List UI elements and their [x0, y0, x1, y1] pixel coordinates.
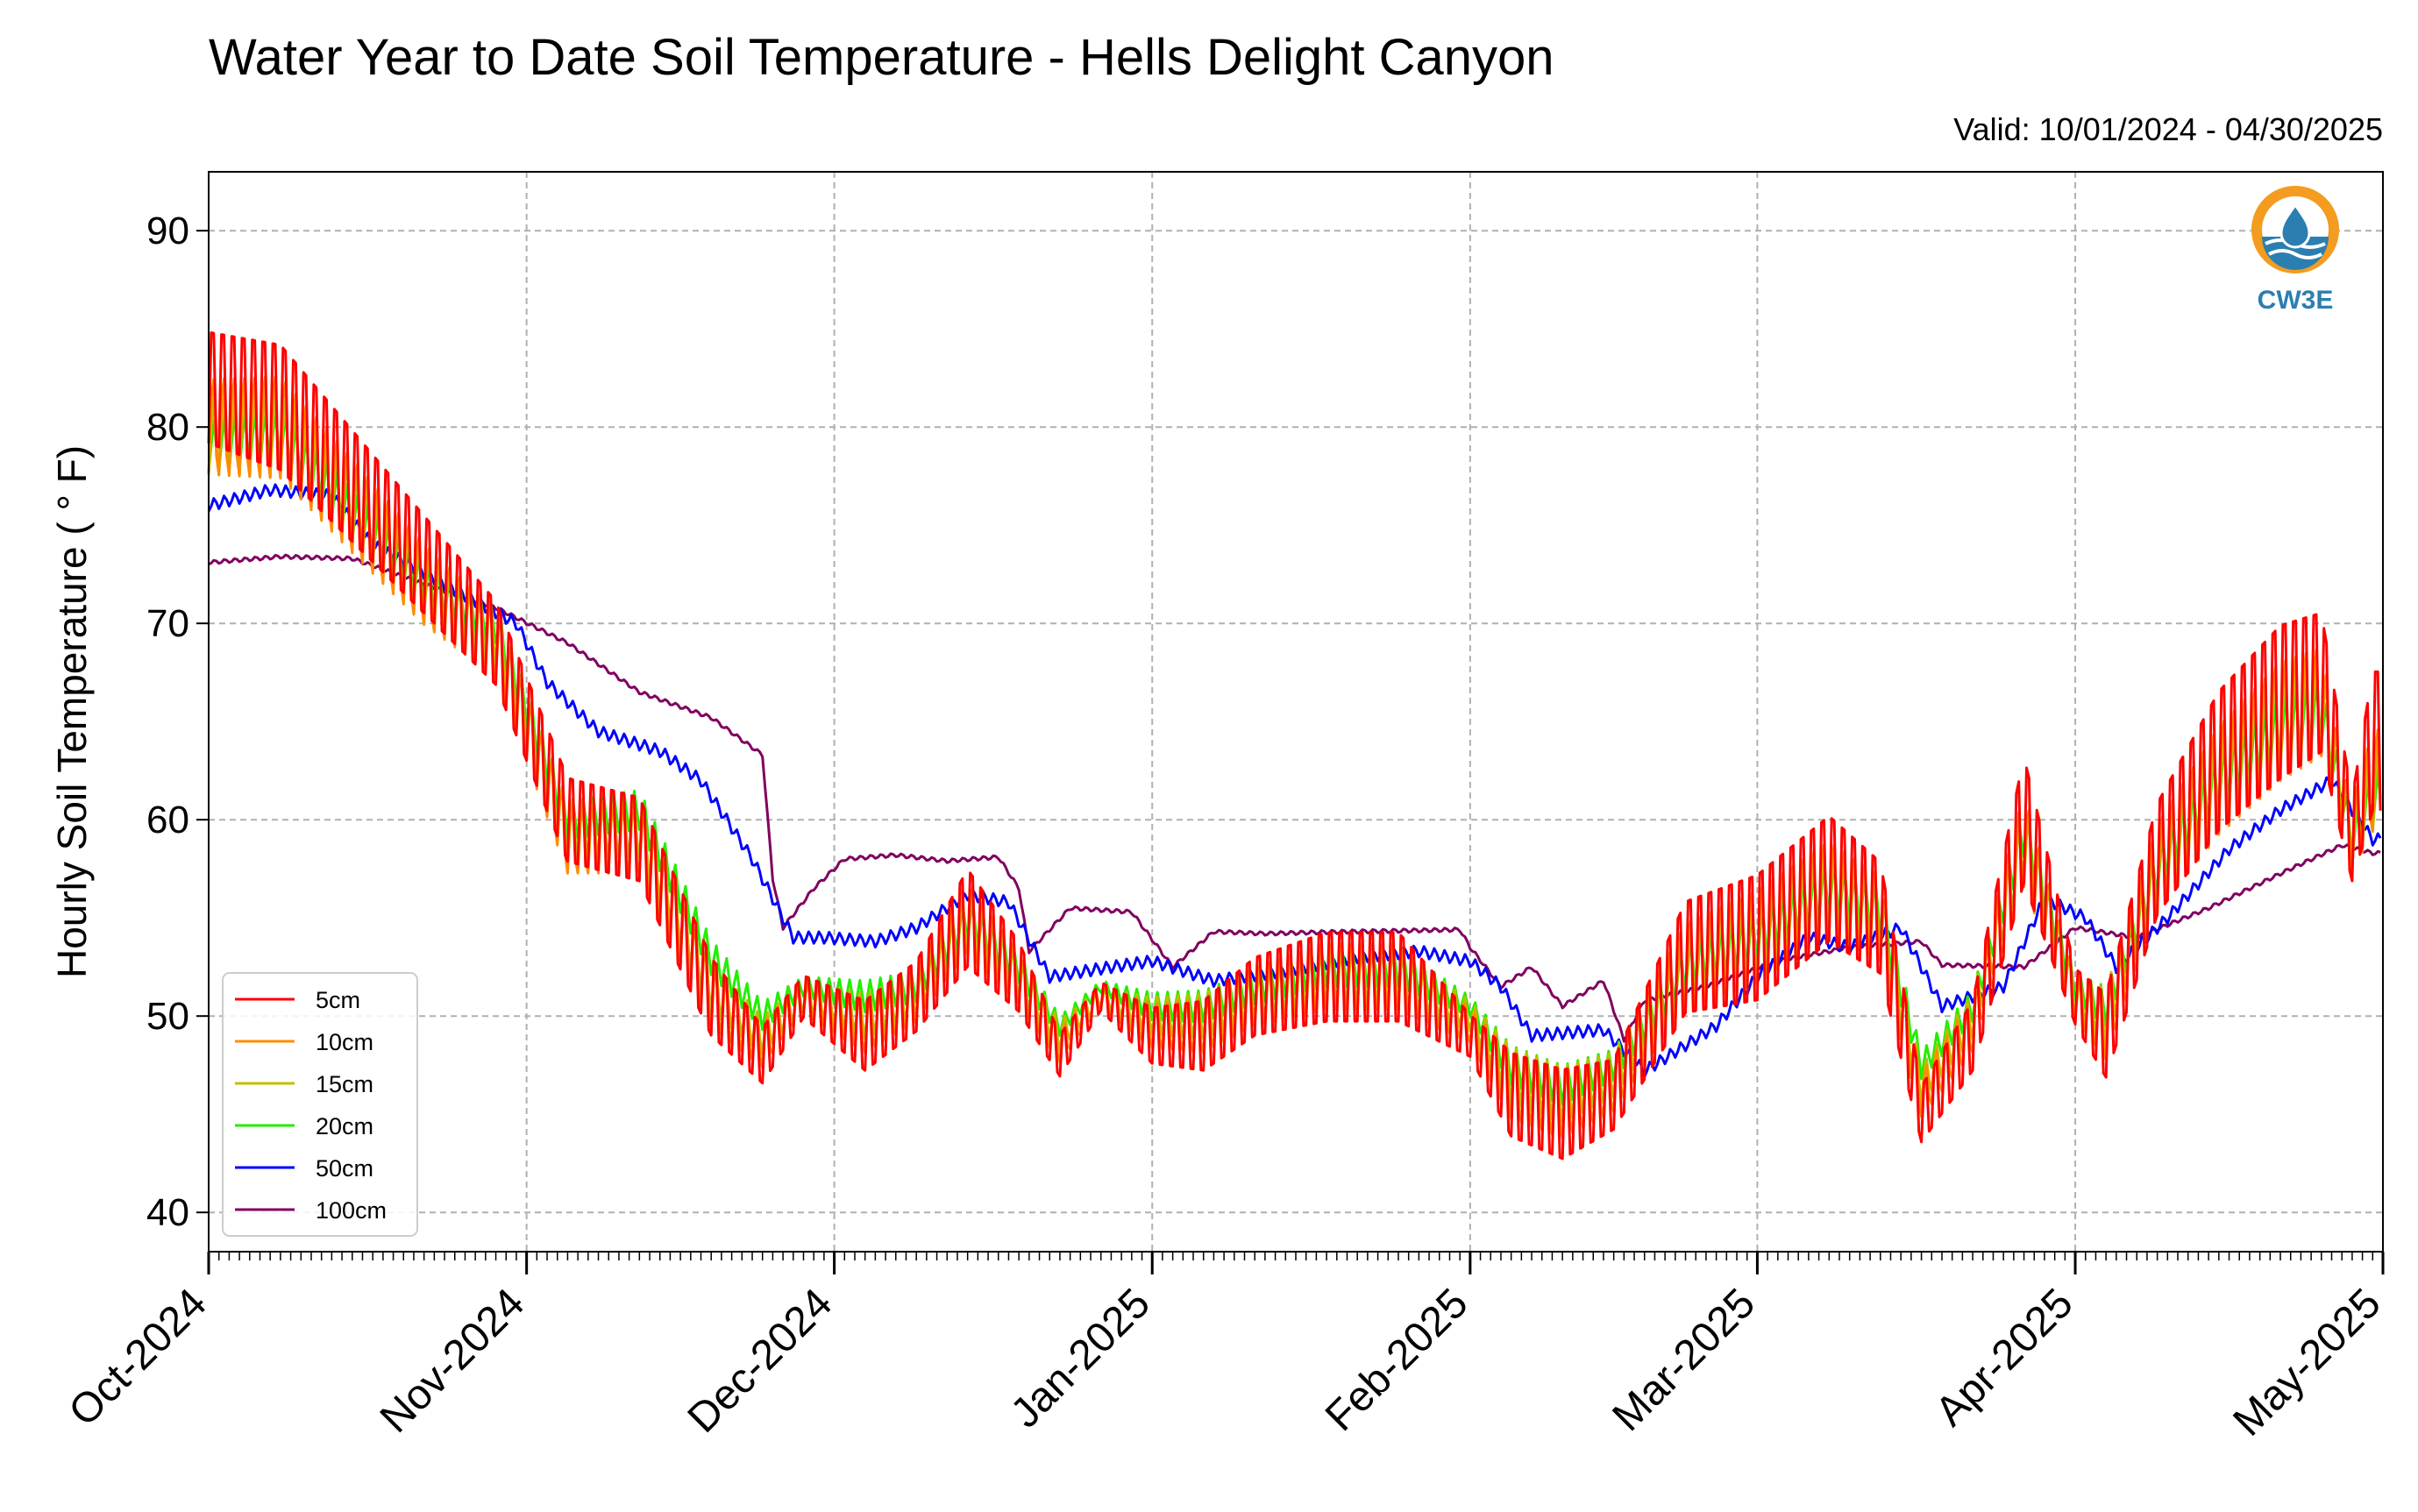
y-tick-label: 90 [146, 209, 189, 252]
y-tick-label: 60 [146, 799, 189, 841]
logo-wave-2 [2268, 249, 2322, 259]
legend-label-15cm: 15cm [316, 1071, 373, 1097]
legend-box [222, 972, 418, 1237]
legend-label-50cm: 50cm [316, 1155, 373, 1182]
logo-drop-icon [2279, 202, 2311, 249]
y-axis-label: Hourly Soil Temperature ( ° F) [49, 445, 95, 978]
y-tick-label: 40 [146, 1191, 189, 1234]
legend-label-100cm: 100cm [316, 1197, 387, 1224]
legend-label-5cm: 5cm [316, 987, 360, 1013]
series-line-5cm [207, 331, 2382, 1161]
cw3e-logo: CW3E [2251, 186, 2339, 315]
series-line-100cm [208, 553, 2381, 1043]
chart-title: Water Year to Date Soil Temperature - He… [209, 29, 1554, 86]
legend: 5cm 10cm 15cm 20cm 50cm 100cm [222, 972, 418, 1237]
y-tick-label: 70 [146, 602, 189, 645]
y-tick-label: 50 [146, 995, 189, 1038]
y-tick-label: 80 [146, 406, 189, 449]
series-line-50cm [207, 483, 2382, 1078]
data-series [207, 331, 2382, 1161]
chart-subtitle: Valid: 10/01/2024 - 04/30/2025 [1953, 111, 2383, 147]
legend-label-10cm: 10cm [316, 1029, 373, 1055]
legend-label-20cm: 20cm [316, 1113, 373, 1139]
logo-label: CW3E [2258, 286, 2334, 315]
